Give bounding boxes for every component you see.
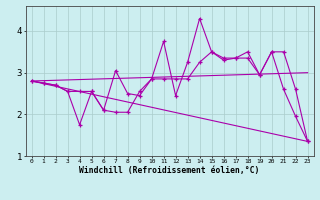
X-axis label: Windchill (Refroidissement éolien,°C): Windchill (Refroidissement éolien,°C) [79, 166, 260, 175]
